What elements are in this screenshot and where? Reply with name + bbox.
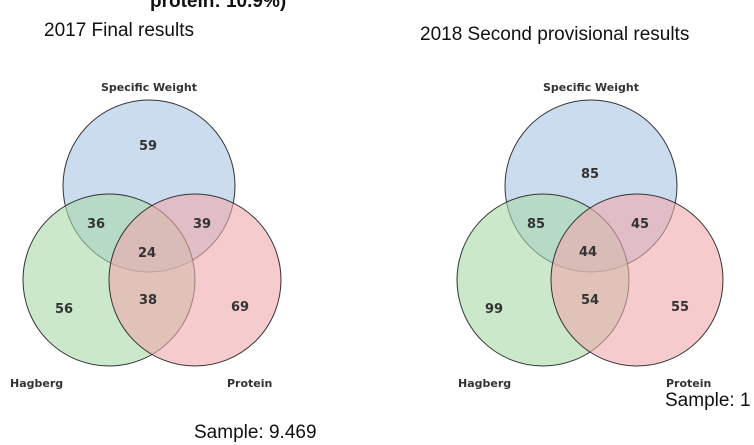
- set-label-specific-weight: Specific Weight: [543, 81, 639, 94]
- set-label-protein: Protein: [666, 377, 711, 390]
- sample-size-2017: Sample: 9.469: [194, 422, 317, 443]
- set-label-specific-weight: Specific Weight: [101, 81, 197, 94]
- count-top-left: 36: [87, 217, 105, 232]
- set-label-hagberg: Hagberg: [10, 377, 63, 390]
- cut-off-header: protein: 10.9%): [150, 0, 287, 12]
- sample-size-2018: Sample: 1: [665, 390, 751, 411]
- panel-title-2018: 2018 Second provisional results: [420, 24, 690, 45]
- count-top-right: 39: [193, 217, 211, 232]
- count-top-only: 59: [139, 139, 157, 154]
- count-right-only: 55: [671, 300, 689, 315]
- count-top-right: 45: [631, 217, 649, 232]
- count-all: 24: [138, 246, 156, 261]
- count-all: 44: [579, 245, 597, 260]
- count-left-only: 99: [485, 302, 503, 317]
- count-top-left: 85: [527, 217, 545, 232]
- venn-2018: Specific Weight Hagberg Protein 85 85 45…: [456, 81, 724, 390]
- set-label-hagberg: Hagberg: [458, 377, 511, 390]
- venn-2017: Specific Weight Hagberg Protein 59 36 39…: [10, 81, 282, 390]
- count-left-right: 54: [581, 293, 599, 308]
- panel-title-2017: 2017 Final results: [44, 20, 194, 41]
- circle-protein: [108, 193, 282, 367]
- circle-protein: [550, 193, 724, 367]
- set-label-protein: Protein: [227, 377, 272, 390]
- count-top-only: 85: [581, 167, 599, 182]
- count-left-only: 56: [55, 302, 73, 317]
- count-left-right: 38: [139, 293, 157, 308]
- count-right-only: 69: [231, 300, 249, 315]
